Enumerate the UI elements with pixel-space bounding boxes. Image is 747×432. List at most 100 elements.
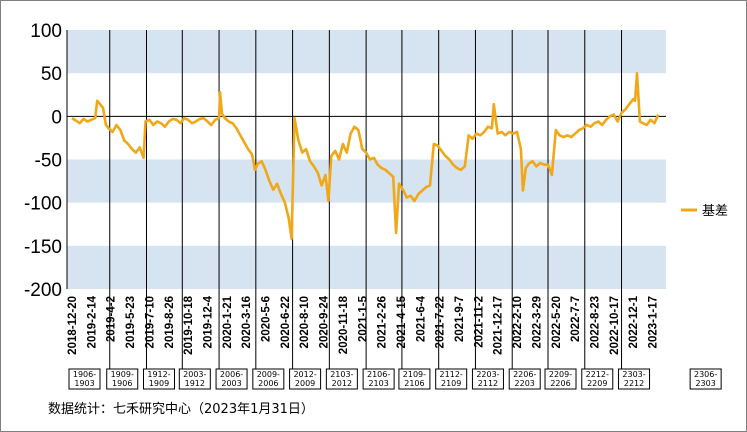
roll-box xyxy=(142,368,175,390)
x-tick-label: 2019-5-23 xyxy=(125,296,137,348)
roll-box xyxy=(362,368,395,390)
x-tick-label: 2019-10-18 xyxy=(183,295,195,354)
x-tick-label: 2021-1-5 xyxy=(357,295,369,342)
x-tick-label: 2020-11-18 xyxy=(338,295,350,354)
roll-box xyxy=(398,368,431,390)
x-tick-label: 2019-12-4 xyxy=(202,295,214,348)
roll-box-label: 1903 xyxy=(74,379,94,388)
roll-box-label: 2006- xyxy=(220,370,243,379)
x-tick-label: 2020-5-6 xyxy=(261,296,273,342)
x-tick-label: 2019-8-26 xyxy=(164,296,176,348)
roll-box-label: 2306- xyxy=(694,370,717,379)
x-tick-label: 2021-4-15 xyxy=(396,295,408,348)
y-tick-label: -200 xyxy=(24,280,62,301)
x-tick-label: 2021-7-22 xyxy=(435,296,447,348)
roll-box-label: 2212- xyxy=(586,370,609,379)
roll-box-label: 2012- xyxy=(293,370,316,379)
roll-box-label: 1906 xyxy=(112,379,132,388)
x-tick-label: 2022-12-1 xyxy=(628,295,640,348)
series-layer xyxy=(71,71,660,241)
roll-box xyxy=(435,368,468,390)
x-tick-label: 2019-4-2 xyxy=(106,296,118,342)
roll-box-label: 2103- xyxy=(330,370,353,379)
roll-box-label: 2109- xyxy=(403,370,426,379)
roll-box-label: 2003 xyxy=(221,379,241,388)
x-tick-label: 2020-3-16 xyxy=(241,296,253,348)
contract-roll-lines xyxy=(109,30,623,370)
x-tick-label: 2022-7-7 xyxy=(570,296,582,342)
x-tick-label: 2020-9-24 xyxy=(319,295,331,348)
x-tick-label: 2020-8-10 xyxy=(299,296,311,348)
roll-box-label: 1912 xyxy=(185,379,205,388)
x-tick-label: 2021-12-17 xyxy=(493,296,505,355)
y-tick-label: 0 xyxy=(51,107,62,128)
roll-box-label: 2206- xyxy=(513,370,536,379)
roll-box-label: 2012 xyxy=(332,379,352,388)
x-tick-label: 2018-12-20 xyxy=(67,296,79,355)
x-tick-label: 2021-11-2 xyxy=(473,296,485,348)
roll-box-label: 2106- xyxy=(367,370,390,379)
y-tick-label: -50 xyxy=(35,151,62,172)
roll-box xyxy=(325,368,358,390)
roll-box xyxy=(471,368,504,390)
roll-box-label: 2209- xyxy=(549,370,572,379)
x-tick-labels: 2018-12-20 2019-2-14 2019-4-2 2019-5-23 2019… xyxy=(67,295,660,354)
roll-box-label: 1909- xyxy=(111,370,134,379)
roll-box xyxy=(544,368,577,390)
roll-box-label: 1906- xyxy=(73,370,96,379)
legend: 基差 xyxy=(681,204,728,219)
x-tick-label: 2022-8-23 xyxy=(589,296,601,348)
x-tick-label: 2020-6-22 xyxy=(280,296,292,348)
y-tick-label: -150 xyxy=(24,237,62,258)
roll-box-label: 2203 xyxy=(515,379,535,388)
x-tick-label: 2021-9-7 xyxy=(454,296,466,342)
source-note: 数据统计：七禾研究中心（2023年1月31日） xyxy=(48,402,314,417)
roll-box xyxy=(618,368,651,390)
y-tick-label: -100 xyxy=(24,194,62,215)
roll-box-label: 2009 xyxy=(295,379,315,388)
roll-box-label: 2112- xyxy=(440,370,463,379)
roll-box-label: 2109 xyxy=(441,379,461,388)
y-tick-label: 50 xyxy=(41,64,62,85)
roll-box xyxy=(508,368,541,390)
x-tick-label: 2023-1-17 xyxy=(648,296,660,348)
roll-box xyxy=(289,368,322,390)
roll-box-label: 2003- xyxy=(183,370,206,379)
roll-box-label: 2206 xyxy=(550,379,570,388)
x-tick-label: 2022-2-10 xyxy=(512,296,524,348)
x-tick-label: 2022-5-20 xyxy=(551,296,563,348)
roll-box-label: 2209 xyxy=(587,379,607,388)
axes xyxy=(66,30,666,289)
roll-box xyxy=(68,368,101,390)
roll-box xyxy=(252,368,285,390)
x-tick-label: 2021-6-4 xyxy=(415,295,427,342)
contract-roll-boxes: 1906-1903 1909-1906 1912-1909 2003-1912 2006… xyxy=(68,368,722,390)
x-tick-label: 2022-3-29 xyxy=(531,296,543,348)
roll-box-label: 2212 xyxy=(624,379,644,388)
series-line-0 xyxy=(71,71,660,241)
roll-box xyxy=(178,368,211,390)
roll-box-label: 2303 xyxy=(695,379,715,388)
roll-box-label: 1912- xyxy=(147,370,170,379)
roll-box xyxy=(689,368,722,390)
roll-box-label: 2106 xyxy=(404,379,424,388)
x-tick-label: 2019-2-14 xyxy=(86,295,98,348)
x-tick-label: 2022-10-17 xyxy=(609,296,621,355)
roll-box-label: 2203- xyxy=(476,370,499,379)
x-tick-label: 2021-2-26 xyxy=(377,296,389,348)
roll-box-label: 2006 xyxy=(258,379,278,388)
roll-box-label: 2303- xyxy=(622,370,645,379)
roll-box xyxy=(106,368,139,390)
x-tick-label: 2020-1-21 xyxy=(222,295,234,348)
roll-box-label: 2103 xyxy=(368,379,388,388)
roll-box-label: 2009- xyxy=(257,370,280,379)
legend-label-basis: 基差 xyxy=(702,204,728,219)
x-tick-label: 2019-7-10 xyxy=(144,296,156,348)
roll-box xyxy=(581,368,614,390)
y-tick-labels: -200 -150 -100 -50 0 50 100 xyxy=(24,21,62,301)
y-tick-label: 100 xyxy=(30,21,62,42)
roll-box-label: 1909 xyxy=(149,379,169,388)
roll-box xyxy=(215,368,248,390)
roll-box-label: 2112 xyxy=(478,379,498,388)
